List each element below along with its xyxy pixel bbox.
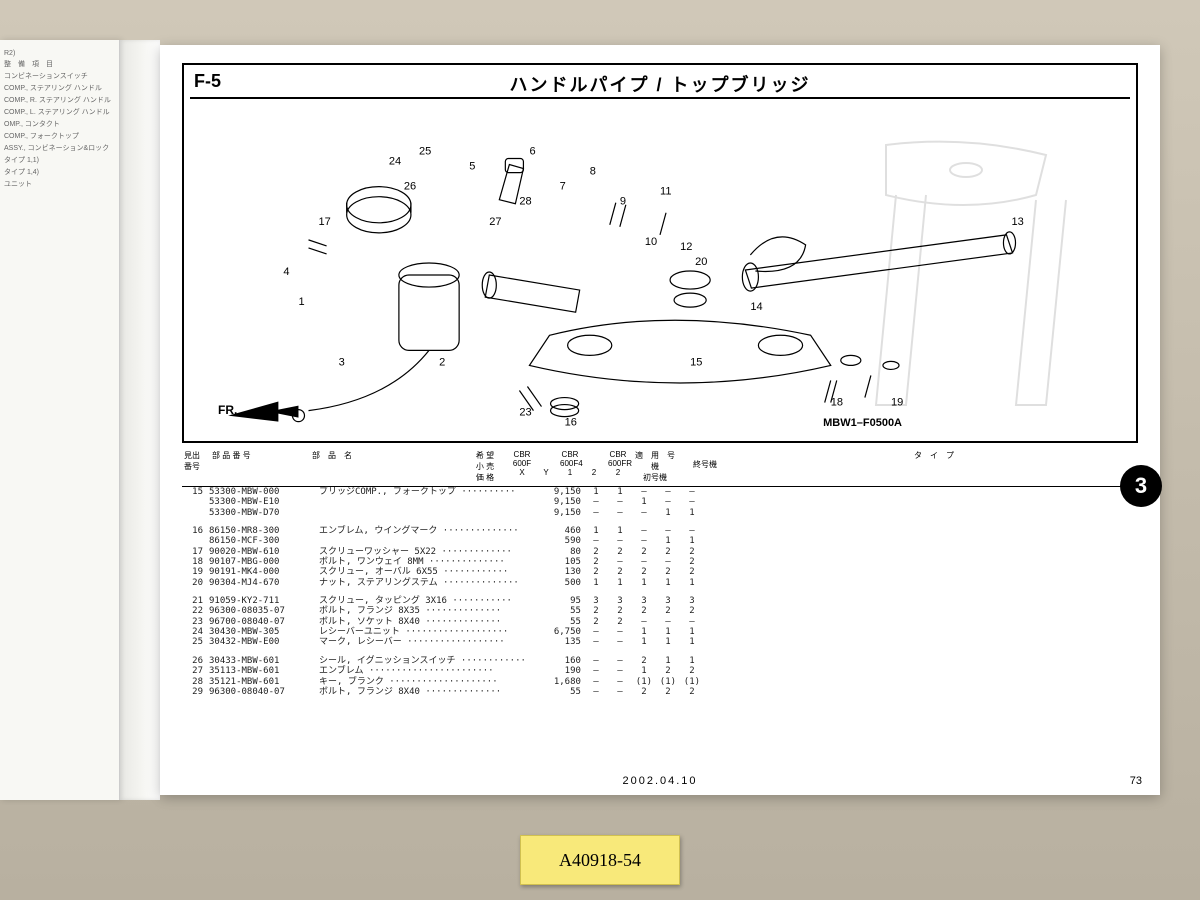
- callout-number: 26: [404, 181, 416, 193]
- exploded-diagram: 1234567891011121314151617181920232425262…: [188, 103, 1132, 437]
- catalog-page: F-5 ハンドルパイプ / トップブリッジ: [160, 45, 1160, 795]
- section-tab: 3: [1120, 465, 1162, 507]
- book-spine: [120, 40, 160, 800]
- table-row: 2396700-08040-07ボルト, ソケット 8X40 ·········…: [182, 617, 1138, 627]
- table-row: 1890107-MBG-000ボルト, ワンウェイ 8MM ··········…: [182, 557, 1138, 567]
- table-row: [182, 648, 1138, 656]
- callout-number: 27: [489, 216, 501, 228]
- hdr-m1b: 600F: [513, 459, 531, 468]
- table-row: 2735113-MBW-601エンブレム ···················…: [182, 666, 1138, 676]
- hdr-2b: 2: [616, 468, 620, 477]
- fr-label: FR.: [218, 403, 237, 417]
- hdr-price3: 価 格: [476, 473, 494, 482]
- table-row: 2996300-08040-07ボルト, フランジ 8X40 ·········…: [182, 687, 1138, 697]
- section-title: ハンドルパイプ / トップブリッジ: [184, 71, 1136, 97]
- table-row: 86150-MCF-300590–––11: [182, 536, 1138, 546]
- table-row: 53300-MBW-E109,150––1––: [182, 497, 1138, 507]
- prev-page-text: ASSY., コンビネーション&ロック: [4, 143, 115, 153]
- callout-number: 16: [565, 417, 577, 429]
- prev-page-text: OMP., コンタクト: [4, 119, 115, 129]
- hdr-price2: 小 売: [476, 462, 494, 471]
- prev-page-text: コンビネーションスイッチ: [4, 71, 115, 81]
- fr-arrow-graphic: [228, 402, 298, 422]
- prev-page-text: COMP., R. ステアリング ハンドル: [4, 95, 115, 105]
- callout-number: 20: [695, 256, 707, 268]
- prev-page-text: R2): [4, 50, 115, 57]
- hdr-1: 1: [568, 468, 572, 477]
- hdr-m1a: CBR: [514, 450, 531, 459]
- table-row: 2090304-MJ4-670ナット, ステアリングステム ··········…: [182, 578, 1138, 588]
- callout-number: 14: [750, 301, 762, 313]
- hdr-end: 終号機: [693, 460, 717, 469]
- hdr-m3b: 600FR: [608, 459, 632, 468]
- callout-number: 15: [690, 356, 702, 368]
- prev-page-text: タイプ 1,4): [4, 167, 115, 177]
- prev-page-text: COMP., ステアリング ハンドル: [4, 83, 115, 93]
- callout-number: 17: [319, 216, 331, 228]
- sticky-note: A40918-54: [520, 835, 680, 885]
- prev-page-text: COMP., フォークトップ: [4, 131, 115, 141]
- parts-table-section: 見出番号 部 品 番 号 部 品 名 希 望小 売価 格 CBR600FX Y …: [182, 449, 1138, 697]
- hdr-price1: 希 望: [476, 451, 494, 460]
- hdr-partno: 部 品 番 号: [210, 449, 310, 484]
- footer-date: 2002.04.10: [622, 775, 697, 787]
- callout-number: 11: [660, 186, 671, 198]
- hdr-x: X: [519, 468, 524, 477]
- callout-number: 13: [1011, 216, 1023, 228]
- callout-number: 6: [529, 146, 535, 158]
- callout-number: 9: [620, 196, 626, 208]
- table-header: 見出番号 部 品 番 号 部 品 名 希 望小 売価 格 CBR600FX Y …: [182, 449, 1138, 487]
- hdr-partname: 部 品 名: [310, 449, 460, 484]
- diagram-frame: F-5 ハンドルパイプ / トップブリッジ: [182, 63, 1138, 443]
- hdr-2: 2: [592, 468, 596, 477]
- callout-number: 23: [519, 407, 531, 419]
- hdr-y: Y: [543, 468, 548, 477]
- hdr-index-top: 見出: [184, 451, 200, 460]
- table-row: [182, 588, 1138, 596]
- previous-page-sliver: R2) 整 備 項 目コンビネーションスイッチ COMP., ステアリング ハンドル…: [0, 40, 120, 800]
- parts-table: 1553300-MBW-000ブリッジCOMP., フォークトップ ······…: [182, 487, 1138, 697]
- callout-number: 3: [339, 356, 345, 368]
- prev-page-text: COMP., L. ステアリング ハンドル: [4, 107, 115, 117]
- prev-page-text: 整 備 項 目: [4, 59, 115, 69]
- table-row: 1686150-MR8-300エンブレム, ウイングマーク ··········…: [182, 526, 1138, 536]
- callout-number: 28: [519, 196, 531, 208]
- page-number: 73: [1130, 775, 1142, 787]
- hdr-start: 初号機: [643, 473, 667, 482]
- table-row: 2296300-08035-07ボルト, フランジ 8X35 ·········…: [182, 606, 1138, 616]
- hdr-m2b: 600F4: [560, 459, 583, 468]
- callout-number: 1: [298, 296, 304, 308]
- prev-page-text: ユニット: [4, 179, 115, 189]
- diagram-code: MBW1–F0500A: [823, 417, 902, 429]
- callout-number: 8: [590, 166, 596, 178]
- hdr-type: タ イ プ: [730, 449, 1138, 484]
- callout-number: 10: [645, 236, 657, 248]
- prev-page-text: タイプ 1,1): [4, 155, 115, 165]
- table-row: 1553300-MBW-000ブリッジCOMP., フォークトップ ······…: [182, 487, 1138, 497]
- title-rule: [190, 97, 1130, 99]
- callout-number: 12: [680, 241, 692, 253]
- table-row: 2530432-MBW-E00マーク, レシーバー ··············…: [182, 637, 1138, 647]
- callout-number: 2: [439, 356, 445, 368]
- table-row: 2835121-MBW-601キー, ブランク ················…: [182, 677, 1138, 687]
- table-row: 53300-MBW-D709,150–––11: [182, 508, 1138, 518]
- callout-number: 5: [469, 161, 475, 173]
- table-row: 1990191-MK4-000スクリュー, オーバル 6X55 ········…: [182, 567, 1138, 577]
- hdr-m3a: CBR: [610, 450, 627, 459]
- callout-number: 4: [283, 266, 289, 278]
- callout-number: 19: [891, 397, 903, 409]
- callout-number: 25: [419, 146, 431, 158]
- callout-number: 18: [831, 397, 843, 409]
- hdr-index-bot: 番号: [184, 462, 200, 471]
- table-row: 2430430-MBW-305レシーバーユニット ···············…: [182, 627, 1138, 637]
- table-row: 2191059-KY2-711スクリュー, タッピング 3X16 ·······…: [182, 596, 1138, 606]
- callout-number: 7: [560, 181, 566, 193]
- hdr-m2a: CBR: [562, 450, 579, 459]
- hdr-apply: 適 用 号 機: [635, 451, 683, 471]
- callout-number: 24: [389, 156, 401, 168]
- table-row: 1790020-MBW-610スクリューワッシャー 5X22 ·········…: [182, 547, 1138, 557]
- table-row: 2630433-MBW-601シール, イグニッションスイッチ ········…: [182, 656, 1138, 666]
- table-row: [182, 518, 1138, 526]
